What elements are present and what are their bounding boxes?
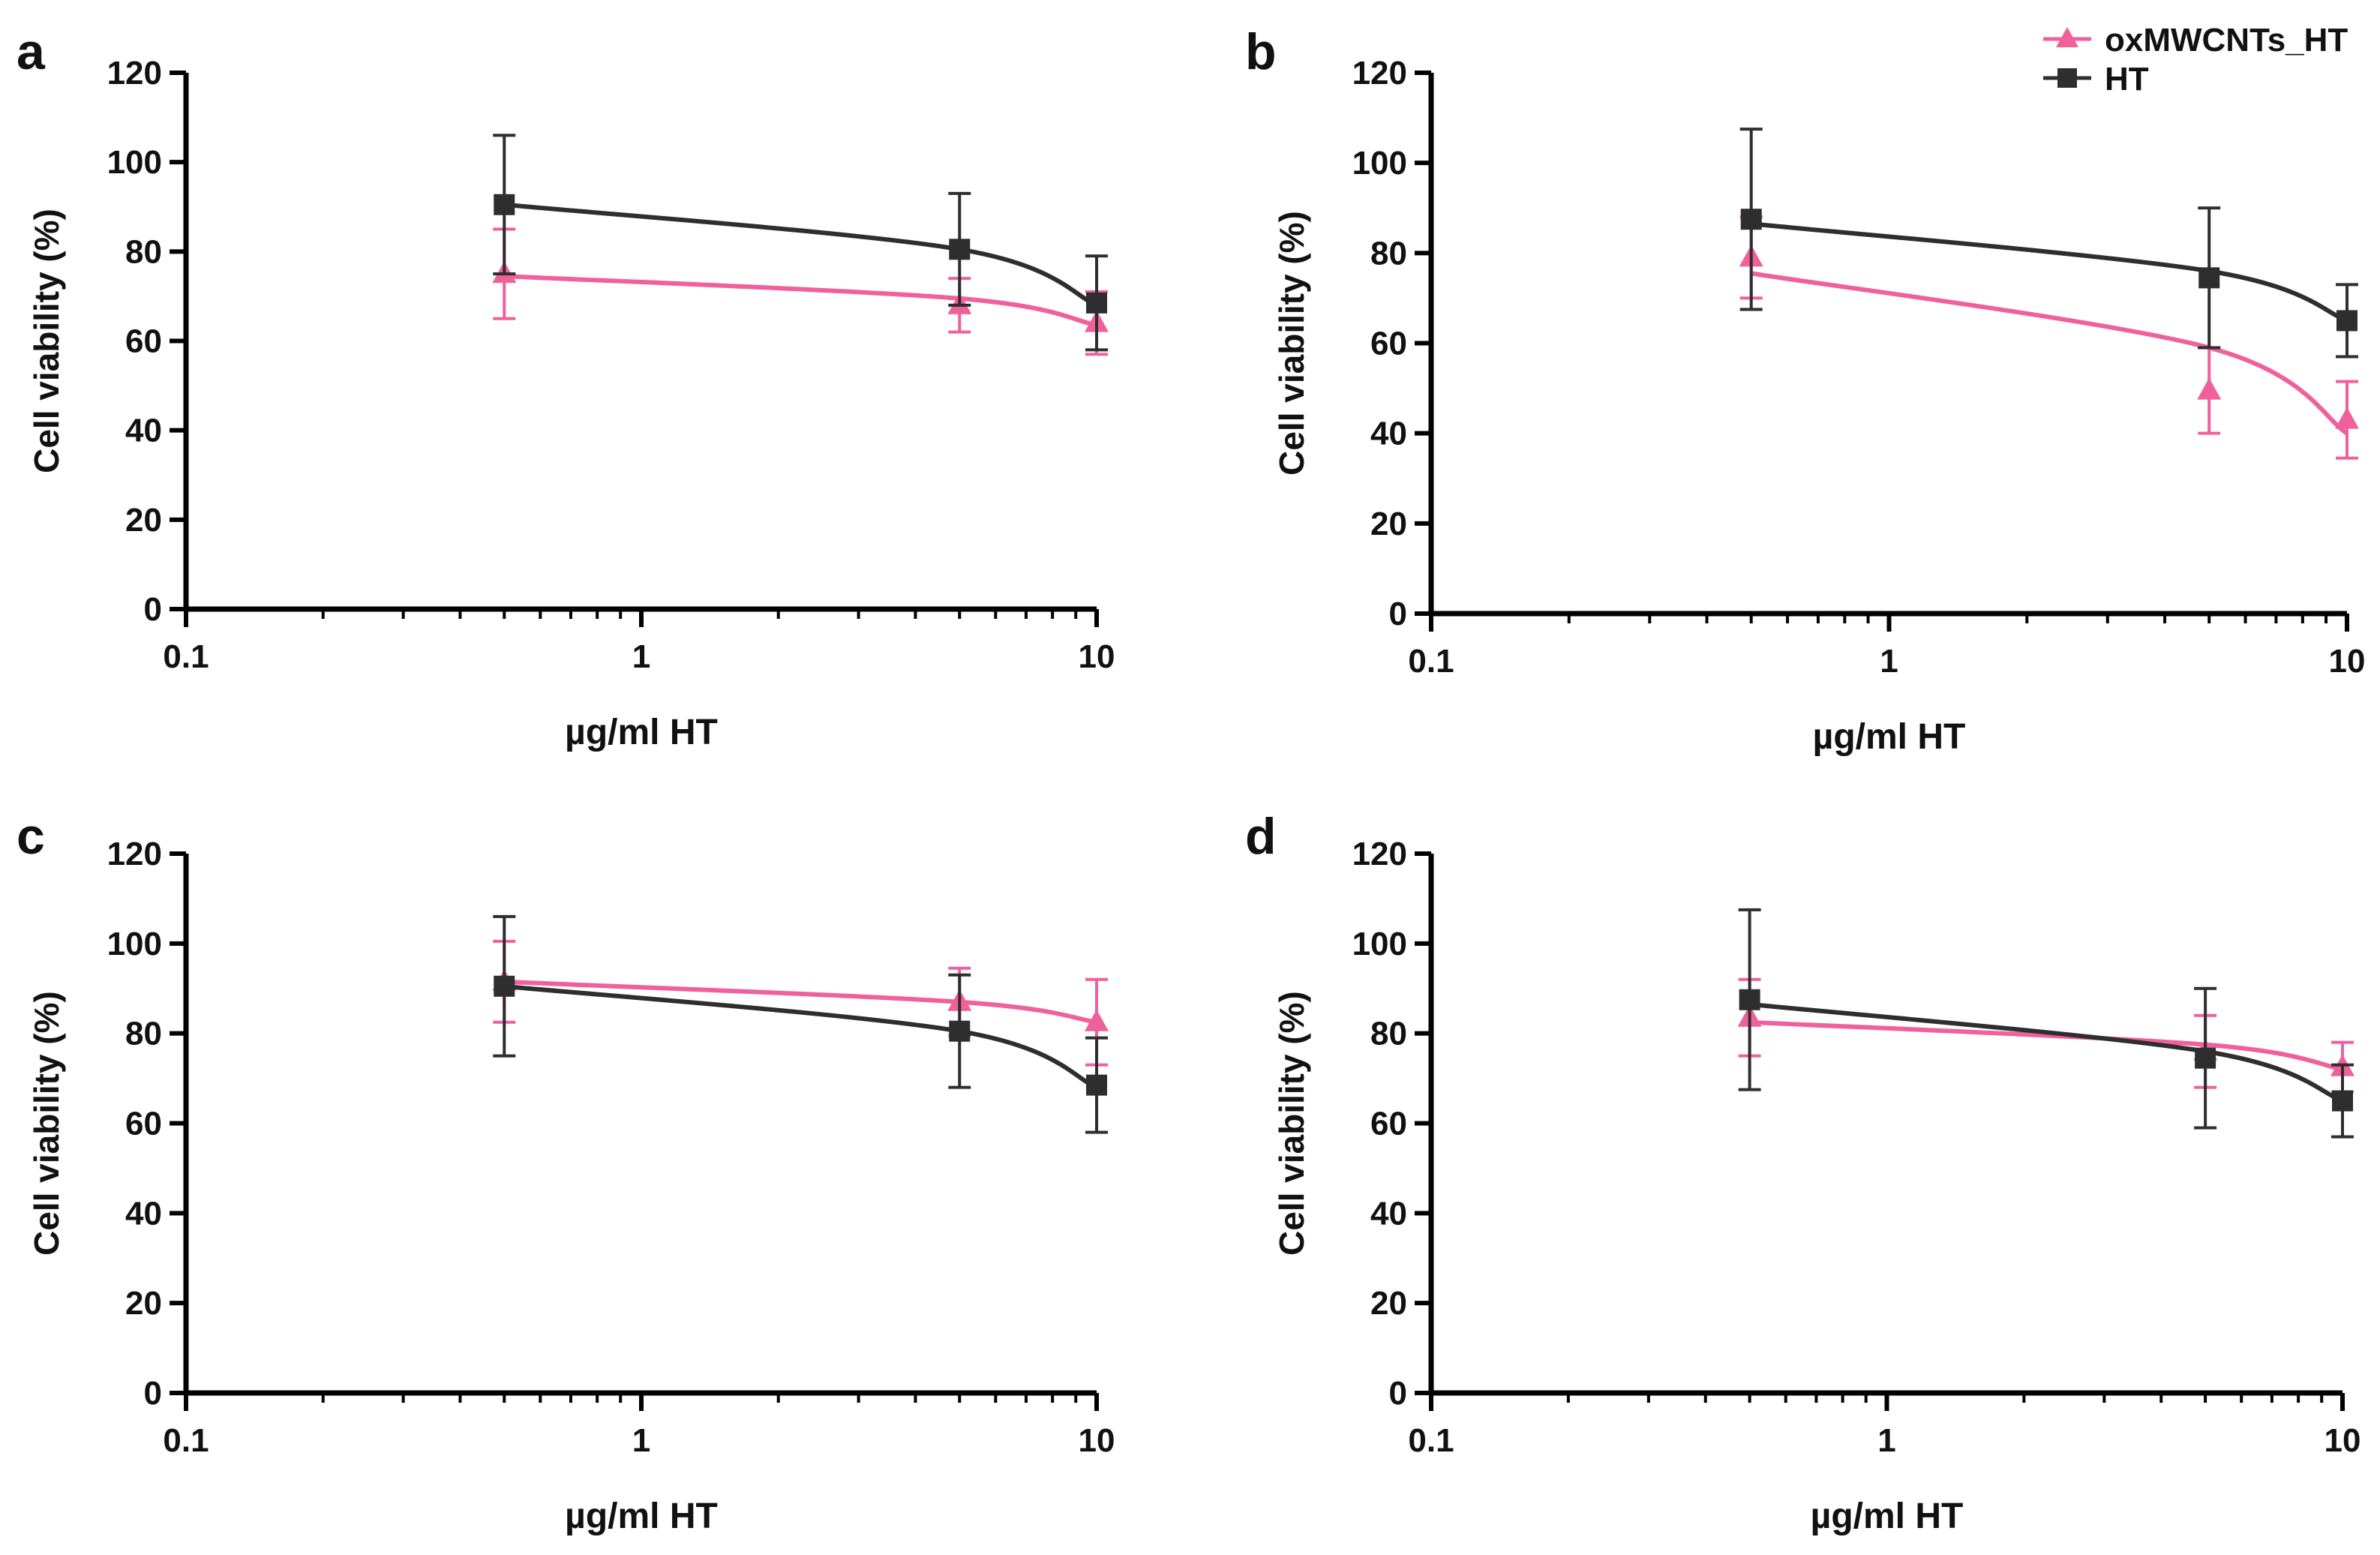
y-tick-label: 40	[125, 413, 162, 449]
y-tick-label: 80	[1370, 1016, 1407, 1052]
data-point-square	[1086, 1074, 1107, 1096]
y-tick-label: 120	[107, 836, 162, 872]
chart-panel-d: d 0 20 40 60 80 100 120 0.1 1 10 µg/ml HT Cell viabi…	[1245, 808, 2360, 1536]
series-HT	[1738, 908, 2354, 1139]
x-axis-title: µg/ml HT	[565, 1496, 718, 1536]
y-axis-title: Cell viability (%)	[27, 991, 66, 1256]
data-point-square	[1739, 989, 1760, 1010]
x-tick-label: 1	[1880, 643, 1898, 680]
y-tick-label: 80	[125, 1016, 162, 1052]
y-tick-label: 0	[1389, 596, 1407, 632]
legend-label: oxMWCNTs_HT	[2105, 22, 2348, 59]
series-oxMWCNTs_HT	[1737, 977, 2354, 1094]
data-point-square	[2336, 310, 2357, 332]
panel-label: c	[17, 808, 45, 865]
x-tick-label: 10	[2329, 643, 2366, 680]
y-tick-label: 100	[1352, 145, 1407, 182]
y-tick-label: 0	[144, 1375, 162, 1412]
x-axis-title: µg/ml HT	[1813, 717, 1966, 757]
series-HT	[493, 914, 1108, 1134]
square-icon	[2057, 68, 2077, 88]
series-HT	[1739, 128, 2358, 359]
x-tick-label: 0.1	[163, 1422, 209, 1459]
y-tick-label: 0	[1389, 1375, 1407, 1412]
data-point-triangle	[1085, 1009, 1109, 1031]
triangle-up-icon	[2056, 27, 2078, 47]
legend-entry-HT: HT	[2043, 61, 2149, 98]
chart-panel-b: b 0 20 40 60 80 100 120 0.1 1 10 µg/ml HT Cell viabi…	[1245, 23, 2365, 757]
data-point-square	[949, 239, 971, 260]
data-point-triangle	[2197, 377, 2222, 400]
y-axis-title: Cell viability (%)	[1272, 211, 1311, 476]
y-tick-label: 60	[125, 323, 162, 360]
fit-curve-HT	[503, 202, 1098, 308]
series-oxMWCNTs_HT	[492, 227, 1109, 356]
y-tick-label: 20	[1370, 506, 1407, 542]
y-tick-label: 100	[1352, 926, 1407, 962]
chart-panel-a: a 0 20 40 60 80 100 120 0.1 1 10 µg/ml HT Cell viabi…	[17, 23, 1115, 752]
data-point-square	[2195, 1047, 2216, 1069]
panel-label: d	[1245, 808, 1277, 865]
fit-curve-HT	[503, 983, 1098, 1090]
y-tick-label: 40	[1370, 1195, 1407, 1232]
fit-curve-oxMWCNTs_HT	[1751, 271, 2348, 436]
legend-entry-oxMWCNTs_HT: oxMWCNTs_HT	[2043, 22, 2348, 59]
data-point-square	[2198, 267, 2220, 289]
y-tick-label: 80	[125, 233, 162, 270]
fit-curve-oxMWCNTs_HT	[504, 274, 1097, 328]
y-axis-title: Cell viability (%)	[27, 209, 66, 473]
x-tick-label: 10	[2324, 1422, 2361, 1459]
y-tick-label: 60	[1370, 326, 1407, 362]
x-tick-label: 10	[1079, 1422, 1115, 1459]
y-tick-label: 120	[107, 55, 162, 92]
y-tick-label: 100	[107, 926, 162, 962]
fit-curve-HT	[1751, 221, 2348, 323]
y-tick-label: 20	[1370, 1285, 1407, 1322]
x-tick-label: 1	[1877, 1422, 1895, 1459]
fit-curve-oxMWCNTs_HT	[504, 979, 1097, 1025]
data-point-square	[949, 1020, 971, 1042]
x-tick-label: 10	[1079, 638, 1115, 675]
y-tick-label: 60	[1370, 1106, 1407, 1142]
legend-label: HT	[2105, 61, 2149, 98]
chart-panel-c: c 0 20 40 60 80 100 120 0.1 1 10 µg/ml HT Cell viabi…	[17, 808, 1115, 1536]
data-point-square	[1740, 209, 1762, 230]
panel-label: a	[17, 23, 46, 80]
data-point-square	[494, 975, 515, 997]
y-tick-label: 120	[1352, 836, 1407, 872]
x-tick-label: 0.1	[1408, 1422, 1454, 1459]
y-tick-label: 120	[1352, 55, 1407, 92]
y-tick-label: 80	[1370, 235, 1407, 272]
x-axis-title: µg/ml HT	[1811, 1496, 1964, 1536]
y-axis-title: Cell viability (%)	[1272, 991, 1311, 1256]
x-tick-label: 1	[632, 638, 650, 675]
series-HT	[493, 134, 1108, 352]
y-tick-label: 40	[1370, 416, 1407, 452]
x-tick-label: 0.1	[163, 638, 209, 675]
data-point-square	[494, 194, 515, 215]
x-tick-label: 1	[632, 1422, 650, 1459]
y-tick-label: 20	[125, 1285, 162, 1322]
x-axis-title: µg/ml HT	[565, 713, 718, 752]
x-tick-label: 0.1	[1408, 643, 1454, 680]
data-point-triangle	[2335, 407, 2359, 429]
data-point-square	[1086, 292, 1107, 314]
panel-label: b	[1245, 23, 1277, 80]
y-tick-label: 20	[125, 502, 162, 539]
y-tick-label: 60	[125, 1106, 162, 1142]
y-tick-label: 100	[107, 144, 162, 181]
fit-curve-HT	[1749, 1001, 2344, 1103]
data-point-square	[2332, 1090, 2353, 1112]
y-tick-label: 40	[125, 1195, 162, 1232]
y-tick-label: 0	[144, 591, 162, 628]
